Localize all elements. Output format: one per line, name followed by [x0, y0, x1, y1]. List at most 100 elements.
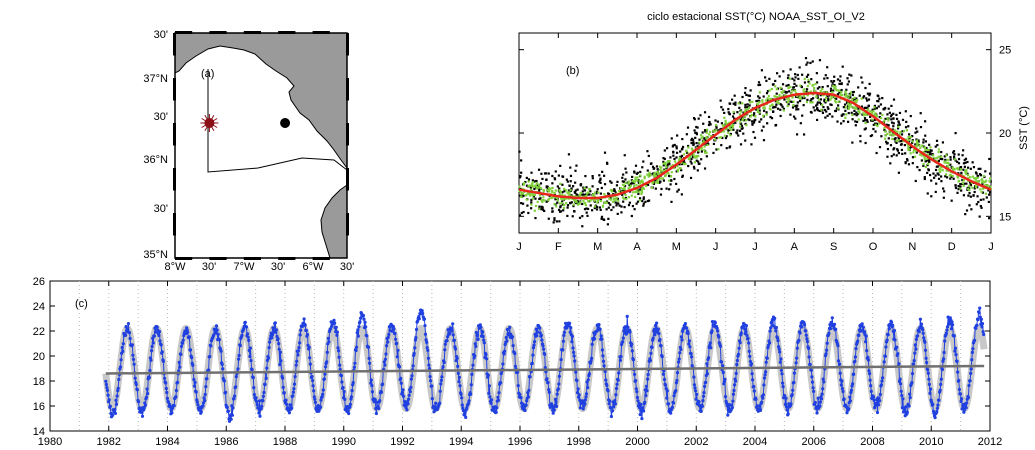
seasonal-point-green — [551, 191, 554, 194]
seasonal-point-black — [813, 109, 816, 112]
seasonal-point-black — [623, 154, 626, 157]
observed-sst-point — [541, 344, 545, 348]
seasonal-point-green — [744, 108, 747, 111]
seasonal-point-black — [533, 187, 536, 191]
seasonal-point-green — [763, 104, 766, 107]
observed-sst-point — [726, 413, 730, 417]
observed-sst-point — [587, 372, 592, 376]
seasonal-point-black — [598, 180, 601, 183]
seasonal-point-black — [681, 147, 684, 150]
seasonal-point-black — [922, 141, 925, 144]
seasonal-point-black — [891, 128, 894, 131]
observed-sst-point — [761, 393, 766, 397]
observed-sst-point — [655, 321, 659, 325]
seasonal-point-green — [636, 179, 639, 182]
seasonal-point-green — [692, 154, 696, 157]
seasonal-point-green — [939, 168, 942, 171]
seasonal-point-black — [639, 188, 642, 191]
observed-sst-point — [373, 398, 377, 402]
observed-sst-point — [893, 338, 897, 342]
observed-sst-point — [130, 343, 134, 347]
seasonal-point-green — [676, 168, 679, 171]
seasonal-point-black — [695, 142, 698, 145]
x-tick-label: M — [593, 241, 602, 253]
seasonal-point-green — [660, 166, 663, 169]
seasonal-point-green — [621, 196, 625, 199]
observed-sst-point — [225, 405, 229, 409]
seasonal-point-black — [746, 105, 749, 109]
seasonal-point-black — [773, 105, 776, 109]
seasonal-point-green — [947, 161, 950, 164]
seasonal-point-green — [732, 123, 735, 127]
seasonal-point-black — [720, 106, 723, 109]
observed-sst-point — [555, 392, 559, 396]
seasonal-point-green — [940, 155, 943, 158]
seasonal-point-black — [732, 128, 735, 131]
seasonal-point-black — [579, 183, 583, 186]
observed-sst-point — [552, 408, 556, 412]
observed-sst-point — [953, 349, 957, 353]
observed-sst-point — [230, 413, 234, 417]
observed-sst-point — [379, 390, 384, 394]
observed-sst-point — [899, 382, 903, 386]
observed-sst-point — [363, 320, 367, 324]
observed-sst-point — [329, 327, 333, 331]
observed-sst-point — [705, 372, 710, 376]
seasonal-point-black — [975, 172, 978, 175]
seasonal-point-green — [792, 100, 795, 103]
seasonal-point-black — [520, 159, 523, 162]
seasonal-point-green — [579, 192, 582, 195]
observed-sst-point — [320, 395, 324, 399]
seasonal-point-green — [718, 136, 721, 139]
x-tick-label: 2010 — [919, 436, 943, 448]
x-tick-label: O — [869, 241, 878, 253]
seasonal-point-black — [914, 143, 917, 146]
observed-sst-point — [434, 401, 438, 405]
observed-sst-point — [745, 333, 749, 338]
observed-sst-point — [474, 330, 478, 335]
x-tick-label: 2006 — [802, 436, 826, 448]
seasonal-point-green — [651, 181, 654, 184]
seasonal-point-black — [821, 111, 825, 114]
observed-sst-point — [769, 326, 773, 330]
seasonal-point-green — [667, 172, 670, 175]
seasonal-point-green — [705, 131, 708, 134]
seasonal-point-black — [842, 113, 845, 116]
seasonal-point-green — [654, 174, 658, 177]
map-markers — [200, 114, 291, 132]
observed-sst-point — [914, 337, 919, 341]
y-tick-label: 20 — [999, 128, 1011, 140]
observed-sst-point — [267, 346, 271, 350]
y-tick-label: 14 — [33, 426, 45, 438]
observed-sst-point — [945, 325, 950, 329]
seasonal-point-black — [539, 197, 542, 200]
seasonal-point-green — [924, 148, 927, 151]
seasonal-point-green — [909, 135, 912, 139]
seasonal-point-black — [926, 164, 929, 167]
seasonal-point-black — [692, 142, 695, 146]
seasonal-point-green — [941, 169, 944, 172]
seasonal-point-black — [855, 97, 858, 100]
seasonal-point-black — [890, 113, 893, 117]
y-tick-label: 20 — [33, 351, 45, 363]
seasonal-point-black — [869, 115, 872, 119]
lat-label: 30' — [154, 111, 168, 123]
seasonal-point-green — [871, 118, 874, 121]
seasonal-point-black — [725, 147, 728, 150]
observed-sst-point — [174, 388, 178, 393]
seasonal-point-green — [640, 192, 643, 195]
seasonal-point-black — [816, 101, 819, 104]
seasonal-point-black — [675, 147, 678, 150]
map-land-iberia — [174, 32, 348, 170]
seasonal-point-green — [905, 138, 908, 141]
observed-sst-point — [176, 380, 180, 384]
chart-title: ciclo estacional SST(°C) NOAA_SST_OI_V2 — [647, 11, 865, 23]
seasonal-point-green — [566, 191, 569, 194]
observed-sst-point — [487, 384, 491, 388]
observed-sst-point — [731, 399, 735, 403]
seasonal-point-black — [953, 153, 956, 156]
observed-sst-point — [777, 347, 781, 351]
observed-sst-point — [299, 328, 303, 332]
seasonal-point-black — [648, 199, 651, 202]
observed-sst-point — [395, 355, 399, 359]
